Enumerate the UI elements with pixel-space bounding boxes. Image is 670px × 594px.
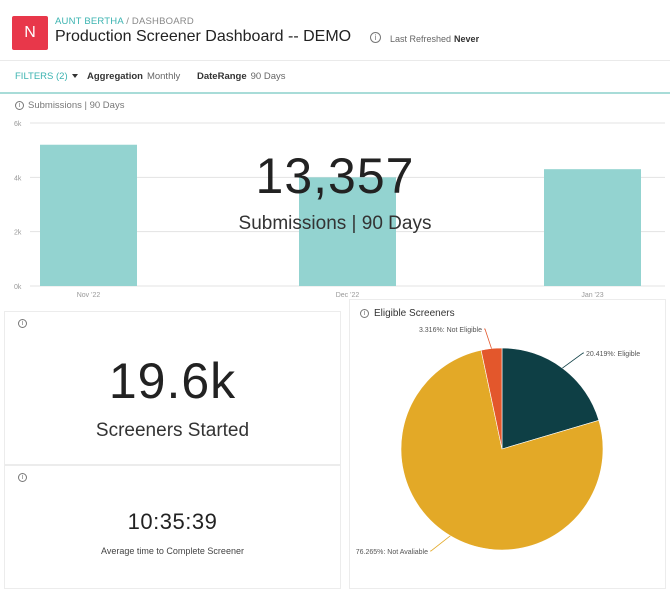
avg-time-value: 10:35:39: [127, 509, 218, 534]
screeners-started-label: Screeners Started: [95, 420, 250, 441]
submissions-panel: 0k 2k 4k 6k Nov '22 Dec '22 Jan '23 i Submissi…: [0, 95, 670, 300]
breadcrumb-org-link[interactable]: AUNT BERTHA: [55, 16, 124, 27]
submissions-title-text: Submissions | 90 Days: [28, 100, 125, 111]
pie-slice-label: 3.316%: Not Eligible: [419, 327, 482, 334]
breadcrumb-separator: /: [123, 16, 132, 27]
last-refreshed-label: Last Refreshed: [390, 34, 452, 44]
y-tick-label: 2k: [14, 230, 22, 237]
submissions-bar-chart: 0k 2k 4k 6k Nov '22 Dec '22 Jan '23: [14, 121, 665, 299]
bar[interactable]: [299, 177, 396, 286]
pie-leader-line: [484, 328, 492, 349]
eligible-screeners-title: i Eligible Screeners: [360, 308, 455, 319]
screeners-started-card: i 19.6k Screeners Started: [5, 312, 340, 464]
pie-slice[interactable]: [480, 347, 503, 450]
info-icon[interactable]: i: [18, 473, 27, 482]
daterange-label: DateRange: [197, 71, 247, 82]
pie-slice-label: 20.419%: Eligible: [586, 351, 640, 358]
info-icon[interactable]: i: [18, 319, 27, 328]
avg-time-card: i 10:35:39 Average time to Complete Scre…: [5, 466, 340, 588]
submissions-total-label: Submissions | 90 Days: [238, 213, 432, 234]
submissions-title: i Submissions | 90 Days: [15, 100, 124, 111]
y-tick-label: 0k: [14, 284, 22, 291]
pie-slice[interactable]: [501, 347, 600, 450]
filters-bar: FILTERS (2) Aggregation Monthly DateRange…: [0, 60, 670, 94]
page-title: Production Screener Dashboard -- DEMO: [55, 28, 352, 45]
daterange-value: 90 Days: [250, 71, 286, 82]
x-tick-label: Jan '23: [581, 292, 603, 299]
info-icon[interactable]: i: [370, 32, 381, 43]
aggregation-value: Monthly: [146, 71, 181, 82]
app-logo[interactable]: N: [12, 16, 48, 50]
eligible-screeners-card: i Eligible Screeners 20.419%: Eligible 76…: [350, 300, 665, 588]
pie-leader-line: [562, 352, 584, 369]
y-tick-label: 4k: [14, 175, 22, 182]
pie-leader-line: [430, 535, 451, 552]
y-tick-label: 6k: [14, 121, 22, 128]
daterange-filter[interactable]: DateRange 90 Days: [197, 71, 285, 82]
logo-letter: N: [24, 24, 36, 41]
x-tick-label: Dec '22: [336, 292, 360, 299]
last-refreshed-value: Never: [454, 34, 480, 44]
pie-slice-label: 76.265%: Not Avaliable: [356, 549, 428, 556]
aggregation-label: Aggregation: [87, 71, 143, 82]
eligible-screeners-title-text: Eligible Screeners: [374, 308, 455, 319]
bar[interactable]: [544, 169, 641, 286]
filters-label: FILTERS (2): [15, 71, 68, 82]
screeners-started-value: 19.6k: [108, 353, 237, 409]
submissions-total: 13,357: [255, 148, 415, 204]
avg-time-label: Average time to Complete Screener: [101, 546, 244, 556]
last-refreshed: Last Refreshed Never: [390, 34, 479, 44]
info-icon[interactable]: i: [360, 309, 369, 318]
aggregation-filter[interactable]: Aggregation Monthly: [87, 71, 180, 82]
breadcrumb-page: DASHBOARD: [131, 16, 194, 27]
info-icon[interactable]: i: [15, 101, 24, 110]
breadcrumb: AUNT BERTHA / DASHBOARD: [55, 16, 194, 27]
caret-down-icon: [71, 74, 78, 79]
bar[interactable]: [40, 144, 137, 286]
x-tick-label: Nov '22: [77, 292, 101, 299]
eligible-pie-chart: 20.419%: Eligible 76.265%: Not Avaliable 3…: [356, 327, 640, 556]
filters-toggle-button[interactable]: FILTERS (2): [15, 71, 78, 82]
header: N AUNT BERTHA / DASHBOARD Production Scr…: [0, 0, 670, 60]
